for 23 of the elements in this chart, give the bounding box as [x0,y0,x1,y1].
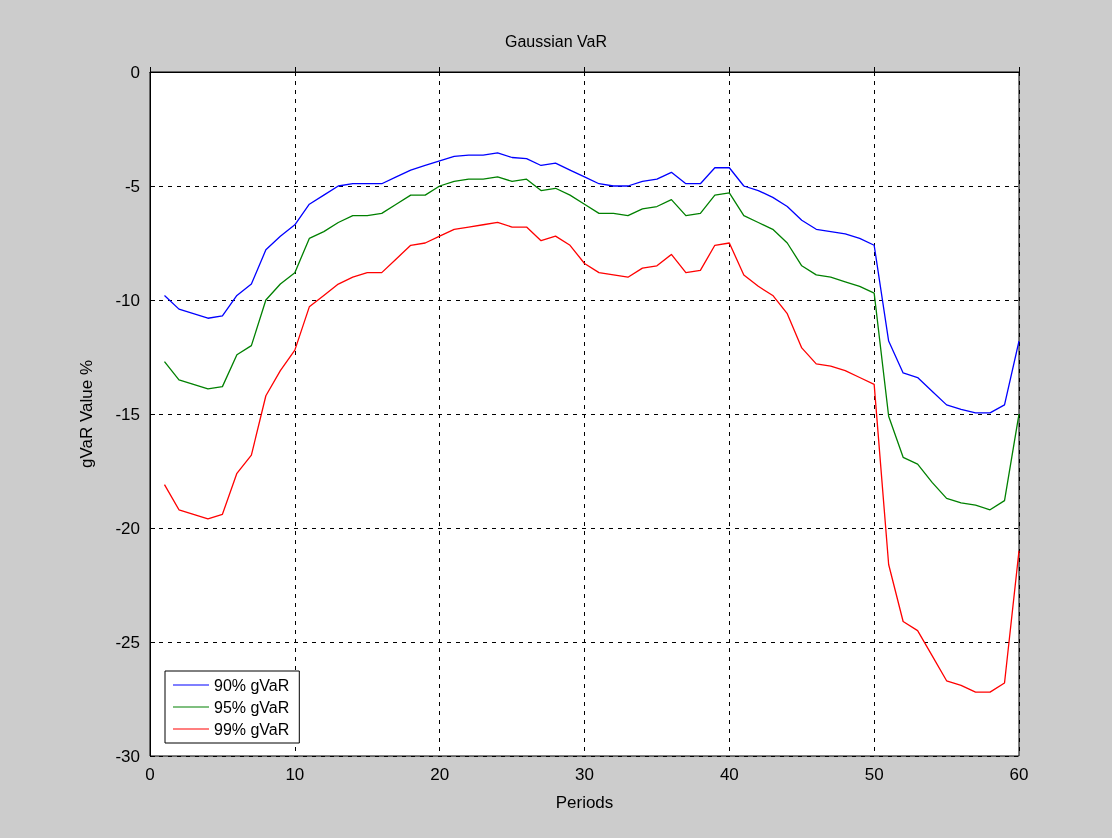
x-tick-label: 20 [430,765,450,784]
y-tick-label: -20 [115,518,140,538]
x-tick-label: 0 [145,765,155,784]
y-tick-label: -5 [124,176,140,196]
x-tick-label: 50 [864,765,884,784]
y-tick-label: -25 [115,632,140,652]
x-tick-label: 30 [575,765,594,784]
x-tick-label: 10 [285,765,305,784]
x-tick-label: 60 [1009,765,1029,784]
chart-title: Gaussian VaR [505,32,607,50]
legend-label: 99% gVaR [214,720,290,738]
y-tick-label: -30 [115,746,140,766]
y-tick-label: 0 [130,62,140,82]
line-series [163,176,1020,511]
line-series [163,152,1020,414]
x-tick-label: 40 [719,765,739,784]
legend-label: 95% gVaR [214,698,290,716]
line-series [163,221,1020,693]
y-axis-title: gVaR Value % [77,359,96,469]
y-tick-label: -15 [115,404,140,424]
y-tick-label: -10 [115,290,140,310]
x-axis-title: Periods [555,793,614,812]
legend-label: 90% gVaR [214,676,290,694]
